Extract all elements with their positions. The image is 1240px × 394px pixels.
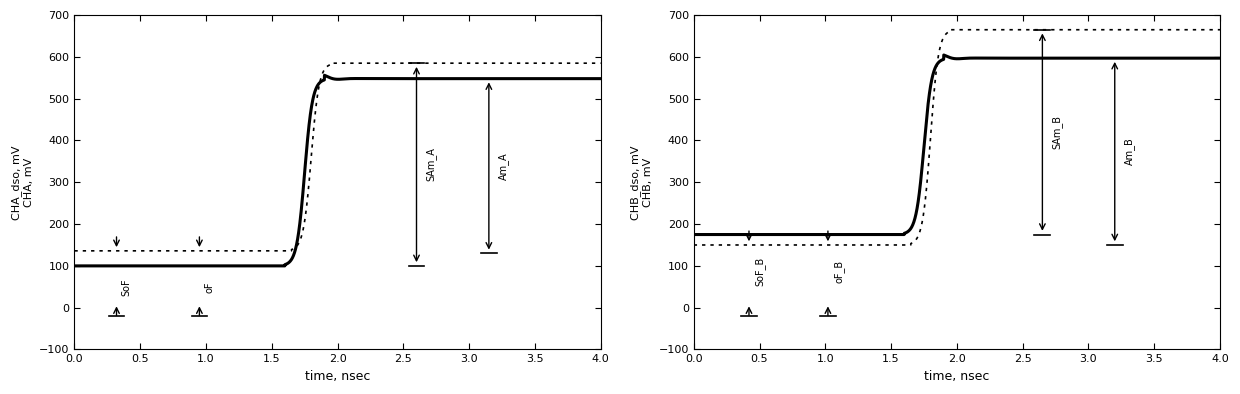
Y-axis label: CHB_dso, mV
CHB, mV: CHB_dso, mV CHB, mV — [630, 145, 653, 219]
Text: SoF_B: SoF_B — [754, 256, 765, 286]
Text: SAm_A: SAm_A — [425, 148, 436, 182]
X-axis label: time, nsec: time, nsec — [924, 370, 990, 383]
Y-axis label: CHA_dso, mV
CHA, mV: CHA_dso, mV CHA, mV — [11, 145, 33, 219]
Text: Am_A: Am_A — [498, 152, 508, 180]
Text: SAm_B: SAm_B — [1052, 115, 1063, 149]
Text: Am_B: Am_B — [1123, 138, 1135, 165]
Text: oF_B: oF_B — [833, 260, 844, 282]
Text: oF: oF — [205, 281, 215, 292]
Text: SoF: SoF — [122, 278, 131, 296]
X-axis label: time, nsec: time, nsec — [305, 370, 371, 383]
